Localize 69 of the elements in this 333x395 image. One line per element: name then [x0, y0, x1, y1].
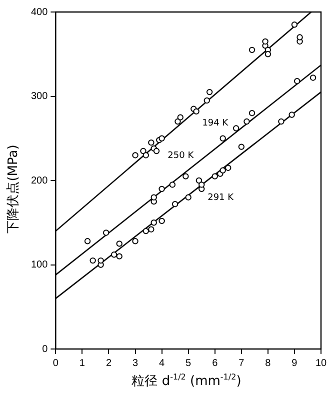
x-tick-label: 9: [292, 358, 298, 369]
y-tick-label: 0: [42, 344, 48, 355]
point: [140, 148, 146, 154]
point: [220, 167, 226, 174]
point: [196, 177, 202, 184]
point: [233, 125, 240, 132]
x-tick-label: 1: [79, 358, 86, 369]
point: [206, 88, 213, 96]
point: [248, 110, 256, 116]
point: [264, 51, 272, 58]
point: [262, 38, 268, 45]
point: [98, 257, 104, 264]
series-label: 250 K: [168, 150, 195, 161]
point: [132, 238, 138, 244]
point: [278, 118, 284, 125]
x-tick-label: 0: [52, 358, 59, 369]
x-tick-label: 2: [106, 358, 112, 369]
point: [294, 78, 300, 84]
point: [90, 257, 96, 264]
x-tick-label: 3: [132, 358, 138, 369]
point: [142, 228, 149, 234]
x-axis-title: 粒径 d$^{-1/2}$ (mm$^{-1/2}$): [130, 372, 242, 390]
point: [225, 164, 232, 171]
point: [84, 238, 91, 244]
point: [158, 135, 165, 142]
point: [212, 173, 218, 180]
x-tick-label: 5: [186, 358, 192, 369]
y-tick-label: 200: [30, 175, 48, 186]
point: [102, 230, 110, 236]
point: [150, 220, 157, 226]
series-label: 291 K: [208, 192, 235, 203]
point: [174, 118, 181, 125]
point: [193, 108, 200, 115]
point: [291, 22, 298, 28]
point: [148, 139, 154, 146]
point: [248, 46, 256, 54]
point: [142, 152, 149, 158]
point: [110, 252, 118, 258]
y-tick-label: 300: [30, 91, 48, 102]
x-tick-label: 10: [315, 358, 327, 369]
x-tick-label: 6: [212, 358, 218, 369]
y-tick-label: 100: [30, 260, 48, 270]
x-tick-label: 7: [238, 358, 245, 369]
point: [288, 112, 295, 118]
point: [158, 218, 165, 224]
point: [132, 152, 138, 158]
y-axis-title: 下降伏点(MPa): [5, 144, 22, 236]
point: [158, 186, 165, 192]
x-tick-label: 8: [265, 358, 272, 369]
point: [244, 118, 250, 125]
point: [296, 34, 303, 40]
point: [116, 240, 122, 247]
y-tick-label: 400: [30, 6, 48, 18]
point: [238, 144, 245, 150]
point: [220, 135, 226, 142]
x-tick-label: 4: [159, 358, 166, 369]
point: [177, 114, 184, 120]
point: [310, 74, 316, 81]
point: [148, 226, 154, 232]
point: [150, 194, 157, 200]
point: [185, 194, 192, 200]
point: [204, 97, 210, 104]
point: [172, 200, 178, 208]
point: [169, 182, 176, 188]
point: [182, 173, 189, 180]
point: [116, 253, 122, 260]
point: [198, 182, 205, 188]
series-label: 194 K: [202, 118, 230, 128]
point: [153, 148, 160, 154]
